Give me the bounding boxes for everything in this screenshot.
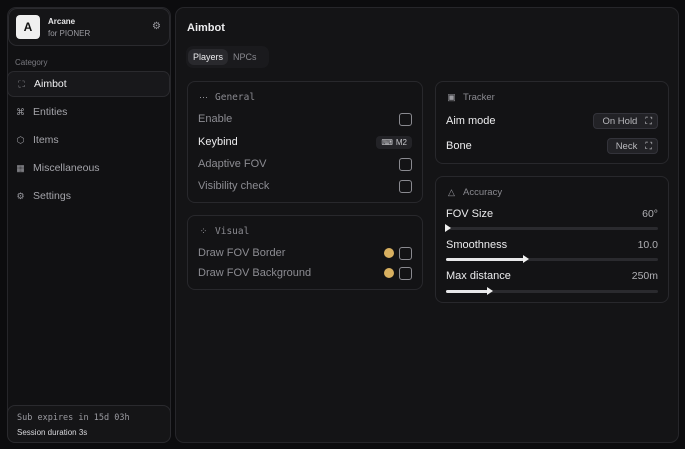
category-label: Category [15,58,48,67]
fov-size-slider[interactable] [445,224,658,232]
draw-fov-border-row: Draw FOV Border [198,244,412,262]
settings-gear-icon[interactable]: ⚙ [152,21,161,32]
app-name: Arcane [48,17,76,26]
visual-icon: ⁘ [199,226,208,236]
entities-icon: ⌘ [16,106,25,117]
aim-mode-label: Aim mode [446,115,496,127]
sidebar-item-settings[interactable]: ⚙ Settings [7,183,170,209]
max-distance-slider[interactable] [446,287,658,295]
bone-select[interactable]: Neck ⛶ [606,138,658,154]
tab-npcs[interactable]: NPCs [233,52,257,62]
slider-thumb[interactable] [487,287,494,295]
card-title-text: General [215,92,256,103]
app-subtitle: for PIONER [48,29,91,38]
bone-row: Bone Neck ⛶ [446,137,658,155]
draw-fov-background-checkbox[interactable] [399,266,412,280]
color-swatch[interactable] [384,248,394,258]
triangle-icon: △ [448,187,455,197]
adaptive-fov-checkbox[interactable] [399,157,412,171]
keybind-value: M2 [395,137,407,147]
adaptive-fov-row: Adaptive FOV [198,155,412,173]
slider-thumb[interactable] [523,255,530,263]
max-distance-value: 250m [631,270,658,282]
subscription-box: Sub expires in 15d 03h Session duration … [7,405,171,443]
draw-fov-border-checkbox[interactable] [399,246,412,260]
sidebar-item-label: Settings [33,190,71,202]
visual-title: ⁘ Visual [198,226,250,237]
select-icon: ⛶ [645,140,652,152]
app-logo: A [16,15,40,39]
draw-fov-border-label: Draw FOV Border [198,247,286,259]
grip-icon: ⋯ [199,92,208,102]
aim-mode-value: On Hold [602,115,638,127]
page-title: Aimbot [187,22,225,34]
draw-fov-background-label: Draw FOV Background [198,267,312,279]
fov-size-row: FOV Size 60° [446,205,658,223]
smoothness-label: Smoothness [446,239,508,251]
gear-icon: ⚙ [16,190,25,201]
sidebar-item-miscellaneous[interactable]: ▦ Miscellaneous [7,155,170,181]
max-distance-label: Max distance [446,270,511,282]
crosshair-icon: ⛶ [18,78,25,89]
general-card: ⋯ General Enable Keybind ⌨ M2 Adaptive FOV … [187,81,423,203]
draw-fov-background-row: Draw FOV Background [198,264,412,282]
visibility-check-checkbox[interactable] [399,179,412,193]
enable-row: Enable [198,110,412,128]
slider-thumb[interactable] [445,224,451,232]
tracker-title: ▣ Tracker [446,92,495,103]
bone-value: Neck [615,140,638,152]
slider-fill [446,290,489,293]
sidebar-item-aimbot[interactable]: ⛶ Aimbot [7,71,170,97]
keybind-button[interactable]: ⌨ M2 [376,135,412,149]
visibility-check-row: Visibility check [198,177,412,195]
session-duration: Session duration 3s [17,428,88,437]
bone-label: Bone [446,140,472,152]
tracker-card: ▣ Tracker Aim mode On Hold ⛶ Bone Neck ⛶ [435,81,669,164]
enable-label: Enable [198,113,233,125]
max-distance-row: Max distance 250m [446,267,658,285]
fov-size-value: 60° [642,208,658,220]
app-header: A Arcane for PIONER ⚙ [8,8,170,46]
smoothness-slider[interactable] [446,255,658,263]
card-title-text: Accuracy [463,187,503,198]
sub-expires: Sub expires in 15d 03h [17,413,130,423]
card-title-text: Tracker [463,92,495,103]
fov-size-label: FOV Size [446,208,494,220]
slider-fill [446,258,525,261]
sidebar-item-label: Aimbot [34,78,67,90]
color-swatch[interactable] [384,268,394,278]
sidebar-item-entities[interactable]: ⌘ Entities [7,99,170,125]
tab-players[interactable]: Players [188,49,229,65]
card-title-text: Visual [215,226,250,237]
smoothness-row: Smoothness 10.0 [446,236,658,254]
smoothness-value: 10.0 [637,239,658,251]
keybind-label: Keybind [198,136,238,148]
general-title: ⋯ General [198,92,255,103]
tab-bar: Players NPCs [186,46,269,68]
aim-mode-select[interactable]: On Hold ⛶ [593,113,658,129]
tracker-icon: ▣ [447,92,456,102]
visibility-check-label: Visibility check [198,180,270,192]
visual-card: ⁘ Visual Draw FOV Border Draw FOV Backgro… [187,215,423,290]
sidebar-item-items[interactable]: ⬡ Items [7,127,170,153]
accuracy-card: △ Accuracy FOV Size 60° Smoothness 10.0 Max… [435,176,669,303]
sidebar-item-label: Items [33,134,59,146]
keyboard-icon: ⌨ [381,137,393,147]
adaptive-fov-label: Adaptive FOV [198,158,267,170]
accuracy-title: △ Accuracy [446,187,502,198]
misc-icon: ▦ [16,162,25,173]
sidebar-item-label: Miscellaneous [33,162,100,174]
select-icon: ⛶ [645,115,652,127]
box-icon: ⬡ [16,134,25,145]
keybind-row: Keybind ⌨ M2 [198,133,412,151]
enable-checkbox[interactable] [399,112,412,126]
sidebar-item-label: Entities [33,106,68,118]
aim-mode-row: Aim mode On Hold ⛶ [446,112,658,130]
